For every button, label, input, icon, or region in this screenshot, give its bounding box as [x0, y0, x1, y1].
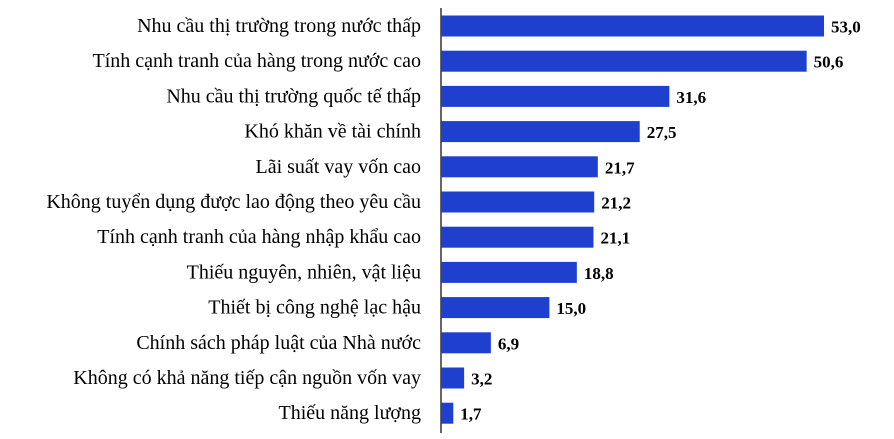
category-label: Khó khăn về tài chính — [244, 121, 421, 143]
category-label: Thiếu nguyên, nhiên, vật liệu — [187, 261, 421, 283]
category-label: Tính cạnh tranh của hàng nhập khẩu cao — [97, 226, 421, 248]
bar — [441, 261, 577, 283]
bar — [441, 297, 550, 319]
category-label: Nhu cầu thị trường trong nước thấp — [137, 15, 421, 37]
value-label: 21,7 — [605, 158, 635, 177]
category-label: Tính cạnh tranh của hàng trong nước cao — [92, 50, 421, 72]
value-labels: 53,0 50,6 31,6 27,5 21,7 21,2 21,1 18,8 15,0 6,9 3… — [460, 18, 860, 424]
bar — [441, 367, 465, 389]
bar — [441, 15, 824, 37]
bar — [441, 121, 640, 143]
bar — [441, 156, 598, 178]
category-label: Thiếu năng lượng — [279, 402, 422, 424]
bar — [441, 85, 670, 107]
value-label: 21,1 — [600, 229, 630, 248]
value-label: 6,9 — [498, 334, 519, 353]
category-label: Không có khả năng tiếp cận nguồn vốn vay — [73, 367, 421, 389]
bar — [441, 50, 807, 72]
category-label: Không tuyển dụng được lao động theo yêu … — [46, 191, 421, 213]
value-label: 53,0 — [831, 18, 861, 37]
value-label: 1,7 — [460, 405, 482, 424]
category-label: Chính sách pháp luật của Nhà nước — [136, 332, 421, 354]
bars — [441, 15, 824, 424]
value-label: 18,8 — [584, 264, 614, 283]
category-label: Thiết bị công nghệ lạc hậu — [208, 297, 421, 319]
value-label: 21,2 — [601, 194, 631, 213]
bar — [441, 332, 491, 354]
value-label: 15,0 — [556, 299, 586, 318]
category-label: Lãi suất vay vốn cao — [256, 156, 422, 178]
value-label: 31,6 — [676, 88, 706, 107]
category-label: Nhu cầu thị trường quốc tế thấp — [166, 85, 421, 107]
bar — [441, 402, 454, 424]
value-label: 3,2 — [471, 370, 492, 389]
category-labels: Nhu cầu thị trường trong nước thấp Tính c… — [46, 15, 421, 424]
bar — [441, 191, 595, 213]
bar — [441, 226, 594, 248]
value-label: 50,6 — [814, 53, 844, 72]
value-label: 27,5 — [647, 123, 677, 142]
